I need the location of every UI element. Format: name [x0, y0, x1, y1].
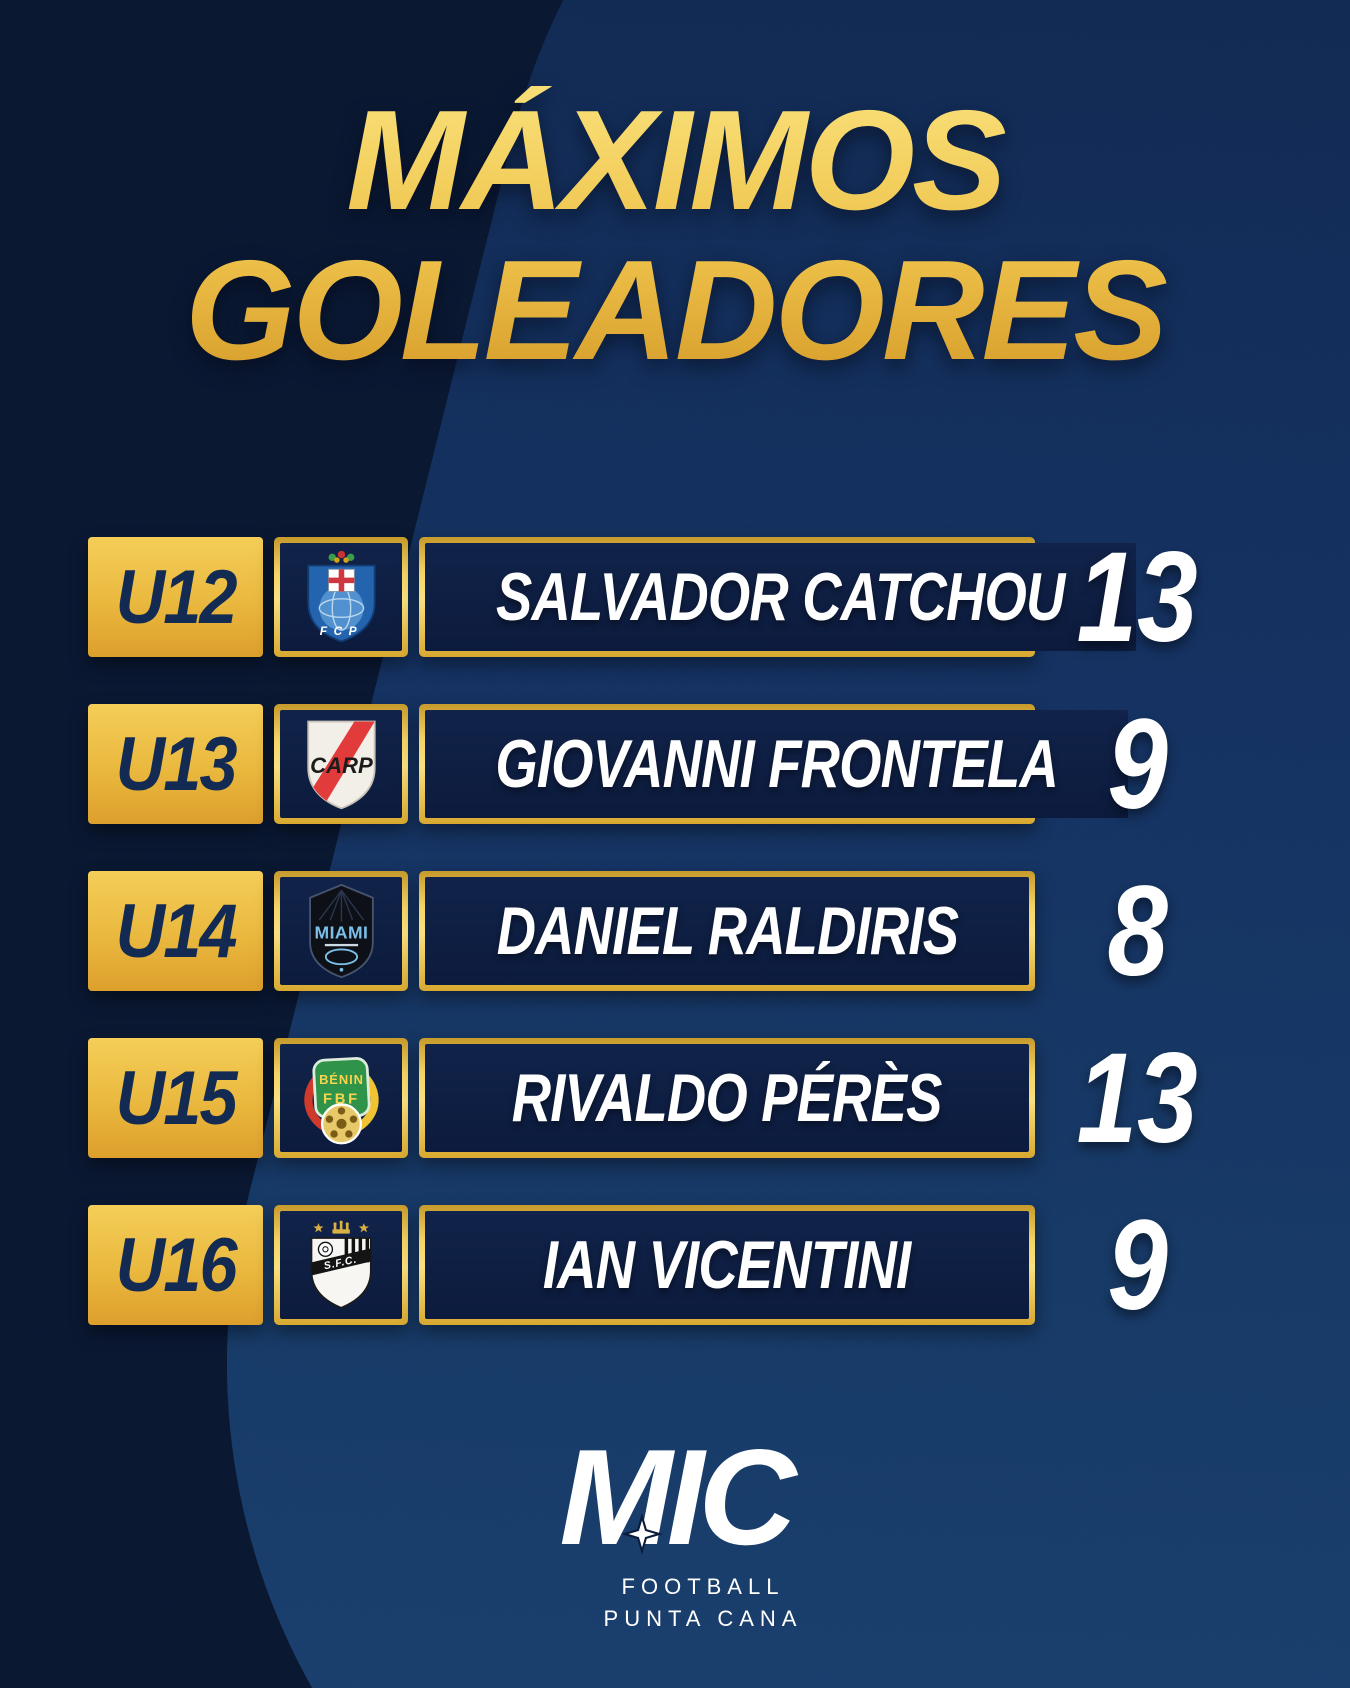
player-name-box: GIOVANNI FRONTELA: [419, 704, 1129, 824]
svg-text:FCP: FCP: [319, 624, 362, 638]
svg-text:CARP: CARP: [310, 753, 373, 778]
footer-tagline-punta-cana: PUNTA CANA: [603, 1606, 803, 1631]
benin-fbf-badge-icon: BÉNIN FBF: [303, 1057, 379, 1145]
player-name-box: SALVADOR CATCHOU: [419, 537, 1136, 657]
goal-count: 9: [1107, 692, 1168, 836]
river-plate-badge-icon: CARP: [306, 720, 376, 810]
player-name: RIVALDO PÉRÈS: [512, 1060, 943, 1136]
footer-tagline-football: FOOTBALL: [621, 1574, 785, 1599]
club-badge-box: CARP: [274, 704, 408, 824]
club-badge-box: MIAMI: [274, 871, 408, 991]
player-name-box: IAN VICENTINI: [419, 1205, 1035, 1325]
page-title: MÁXIMOS GOLEADORES: [0, 86, 1350, 386]
player-name: IAN VICENTINI: [543, 1227, 911, 1303]
club-badge-box: BÉNIN FBF: [274, 1038, 408, 1158]
category-label: U14: [88, 871, 263, 991]
svg-text:MIAMI: MIAMI: [314, 922, 368, 942]
category-label: U13: [88, 704, 263, 824]
footer: MIC FOOTBALL PUNTA CANA: [0, 1438, 1350, 1634]
category-label: U16: [88, 1205, 263, 1325]
player-name-box: RIVALDO PÉRÈS: [419, 1038, 1035, 1158]
player-name-box: DANIEL RALDIRIS: [419, 871, 1035, 991]
player-name: GIOVANNI FRONTELA: [495, 726, 1058, 802]
svg-text:BÉNIN: BÉNIN: [319, 1072, 364, 1087]
star-icon: [621, 1513, 663, 1555]
title-line-1: MÁXIMOS: [346, 81, 1004, 240]
category-label: U15: [88, 1038, 263, 1158]
svg-text:MIC: MIC: [559, 1438, 798, 1570]
player-name: DANIEL RALDIRIS: [496, 893, 958, 969]
category-label: U12: [88, 537, 263, 657]
fc-porto-badge-icon: FCP: [306, 550, 376, 643]
scorer-row-u15: U15 BÉNIN FBF: [88, 1026, 1240, 1170]
goal-count: 13: [1076, 525, 1199, 669]
title-line-2: GOLEADORES: [185, 231, 1165, 390]
scorers-list: U12 FCP: [88, 525, 1240, 1372]
player-name: SALVADOR CATCHOU: [496, 559, 1065, 635]
svg-text:FBF: FBF: [323, 1092, 360, 1108]
miami-badge-icon: MIAMI: [308, 883, 374, 979]
scorer-row-u13: U13 CARP GIOVANNI FRONTELA 9: [88, 692, 1240, 836]
goal-count: 8: [1107, 859, 1168, 1003]
mic-logo: MIC: [559, 1438, 804, 1570]
santos-badge-icon: S.F.C.: [310, 1220, 372, 1309]
scorer-row-u12: U12 FCP: [88, 525, 1240, 669]
scorer-row-u14: U14 MIAMI: [88, 859, 1240, 1003]
scorer-row-u16: U16: [88, 1193, 1240, 1337]
goal-count: 9: [1107, 1193, 1168, 1337]
goal-count: 13: [1076, 1026, 1199, 1170]
club-badge-box: S.F.C.: [274, 1205, 408, 1325]
club-badge-box: FCP: [274, 537, 408, 657]
